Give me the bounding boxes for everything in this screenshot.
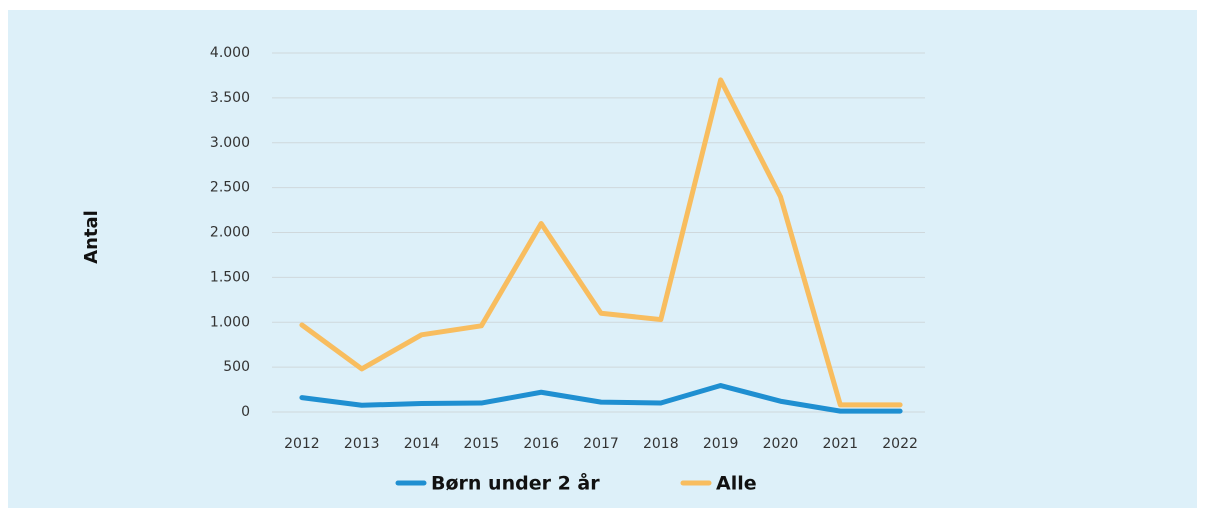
x-tick-label: 2016	[523, 436, 559, 452]
legend-label: Børn under 2 år	[431, 471, 600, 495]
y-tick-label: 0	[241, 404, 250, 420]
series-line	[299, 77, 903, 408]
x-tick-label: 2013	[344, 436, 380, 452]
y-tick-label: 3.500	[210, 90, 250, 106]
x-tick-label: 2020	[763, 436, 799, 452]
x-tick-label: 2012	[284, 436, 320, 452]
y-axis-label: Antal	[81, 210, 102, 264]
y-tick-label: 2.500	[210, 180, 250, 196]
y-tick-label: 500	[223, 359, 250, 375]
y-tick-label: 1.000	[210, 314, 250, 330]
x-tick-label: 2018	[643, 436, 679, 452]
chart-background	[8, 10, 1197, 508]
series-line	[299, 383, 903, 414]
x-tick-label: 2022	[882, 436, 918, 452]
x-tick-label: 2021	[822, 436, 858, 452]
legend-label: Alle	[716, 473, 757, 495]
y-tick-label: 3.000	[210, 135, 250, 151]
x-tick-label: 2017	[583, 436, 619, 452]
x-tick-label: 2015	[464, 436, 500, 452]
x-tick-label: 2019	[703, 436, 739, 452]
y-tick-label: 2.000	[210, 225, 250, 241]
x-tick-label: 2014	[404, 436, 440, 452]
y-tick-label: 4.000	[210, 45, 250, 61]
y-tick-label: 1.500	[210, 269, 250, 285]
